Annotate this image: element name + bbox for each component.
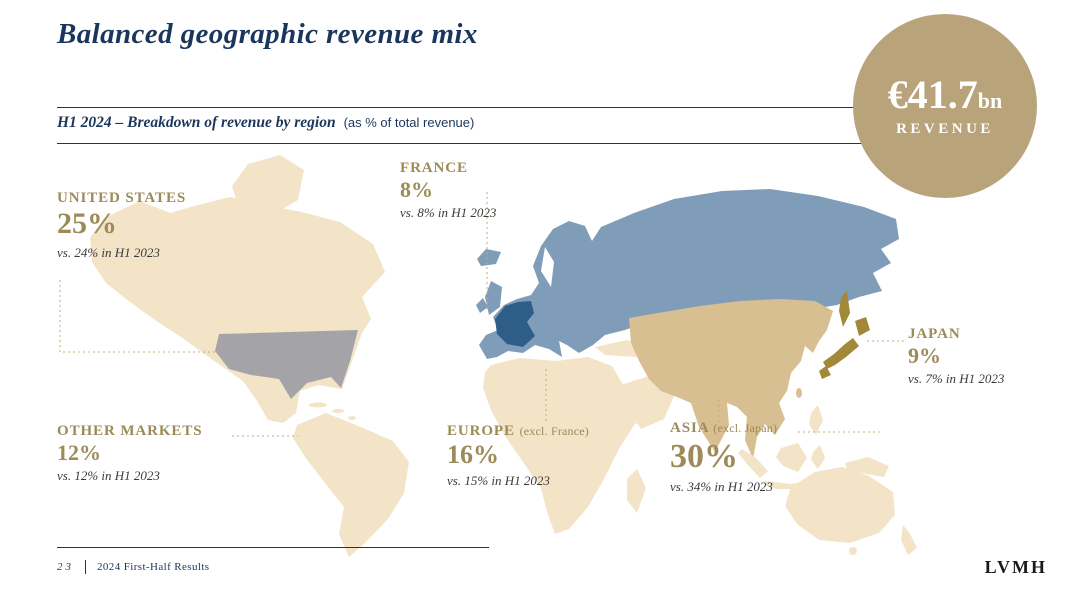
region-prior-year: vs. 24% in H1 2023 <box>57 244 160 260</box>
footer-divider <box>57 547 489 548</box>
leader-line-united-states <box>59 280 219 353</box>
philippines-shape <box>809 405 823 435</box>
subtitle-main: H1 2024 – Breakdown of revenue by region <box>57 114 336 131</box>
subtitle-rule-bottom <box>57 143 1023 144</box>
region-prior-year: vs. 8% in H1 2023 <box>400 205 497 221</box>
region-label-asia: ASIA (excl. Japan) 30% vs. 34% in H1 202… <box>670 420 777 495</box>
madagascar-shape <box>627 469 646 513</box>
ireland-shape <box>476 298 488 313</box>
region-label-united-states: UNITED STATES 25% vs. 24% in H1 2023 <box>57 190 186 261</box>
region-percentage: 9% <box>908 343 941 368</box>
lvmh-logo: LVMH <box>984 557 1047 577</box>
region-name: UNITED STATES <box>57 190 186 207</box>
new-zealand-shape <box>901 525 917 555</box>
sulawesi-shape <box>811 445 825 469</box>
baltic-sea-shape <box>541 247 554 287</box>
cuba-shape <box>309 402 327 408</box>
revenue-unit: bn <box>977 87 1003 113</box>
region-label-japan: JAPAN 9% vs. 7% in H1 2023 <box>908 326 1004 387</box>
borneo-shape <box>776 443 807 472</box>
region-name: ASIA (excl. Japan) <box>670 420 777 437</box>
region-percentage: 25% <box>57 207 117 240</box>
region-name-text: EUROPE <box>447 423 515 439</box>
region-name: JAPAN <box>908 326 1004 343</box>
region-name-text: ASIA <box>670 420 709 436</box>
revenue-amount: €41.7 <box>887 71 978 117</box>
region-percentage: 16% <box>447 440 499 469</box>
map-continents <box>90 155 917 557</box>
subtitle: H1 2024 – Breakdown of revenue by region… <box>57 114 474 132</box>
taiwan-shape <box>796 388 802 398</box>
revenue-label: REVENUE <box>896 120 994 137</box>
region-name-text: FRANCE <box>400 160 468 176</box>
iceland-shape <box>477 249 501 266</box>
hispaniola-shape <box>332 409 344 413</box>
region-percentage: 12% <box>57 440 101 465</box>
france-shape <box>495 301 535 347</box>
south-america-shape <box>293 413 409 557</box>
page-title: Balanced geographic revenue mix <box>57 18 478 50</box>
region-label-other-markets: OTHER MARKETS 12% vs. 12% in H1 2023 <box>57 423 202 484</box>
caribbean-island-shape <box>348 416 356 420</box>
united-states-shape <box>215 330 358 399</box>
region-percentage: 30% <box>670 438 738 475</box>
region-prior-year: vs. 15% in H1 2023 <box>447 472 550 488</box>
region-name: EUROPE (excl. France) <box>447 423 589 440</box>
revenue-value: €41.7bn <box>887 71 1003 117</box>
europe-russia-shape <box>479 189 899 359</box>
region-label-france: FRANCE 8% vs. 8% in H1 2023 <box>400 160 496 221</box>
region-name-text: OTHER MARKETS <box>57 423 203 439</box>
africa-shape <box>483 357 657 534</box>
region-percentage: 8% <box>400 177 433 202</box>
subtitle-note: (as % of total revenue) <box>343 115 475 130</box>
footer-separator <box>85 560 86 574</box>
asia-shape <box>629 299 833 459</box>
leader-lines <box>59 192 904 437</box>
page-number: 23 <box>57 561 74 573</box>
region-name: OTHER MARKETS <box>57 423 202 440</box>
region-name-text: JAPAN <box>908 326 961 342</box>
japan-honshu-shape <box>823 338 859 369</box>
sakhalin-shape <box>839 291 850 327</box>
footer-title: 2024 First-Half Results <box>97 561 210 573</box>
tasmania-shape <box>849 547 857 555</box>
uk-shape <box>485 281 502 315</box>
greenland-shape <box>232 155 304 216</box>
subtitle-rule-top <box>57 107 1023 108</box>
japan-kyushu-shape <box>819 366 831 379</box>
region-prior-year: vs. 34% in H1 2023 <box>670 479 773 495</box>
revenue-badge: €41.7bn REVENUE <box>853 14 1037 198</box>
japan-hokkaido-shape <box>855 317 870 336</box>
region-name-text: UNITED STATES <box>57 190 187 206</box>
region-label-europe: EUROPE (excl. France) 16% vs. 15% in H1 … <box>447 423 589 489</box>
region-qualifier: (excl. Japan) <box>713 421 778 435</box>
region-prior-year: vs. 7% in H1 2023 <box>908 371 1005 387</box>
region-name: FRANCE <box>400 160 496 177</box>
sumatra-shape <box>738 449 768 478</box>
region-qualifier: (excl. France) <box>519 424 589 438</box>
footer: 23 2024 First-Half Results <box>57 560 209 574</box>
region-prior-year: vs. 12% in H1 2023 <box>57 468 160 484</box>
australia-shape <box>785 467 895 543</box>
